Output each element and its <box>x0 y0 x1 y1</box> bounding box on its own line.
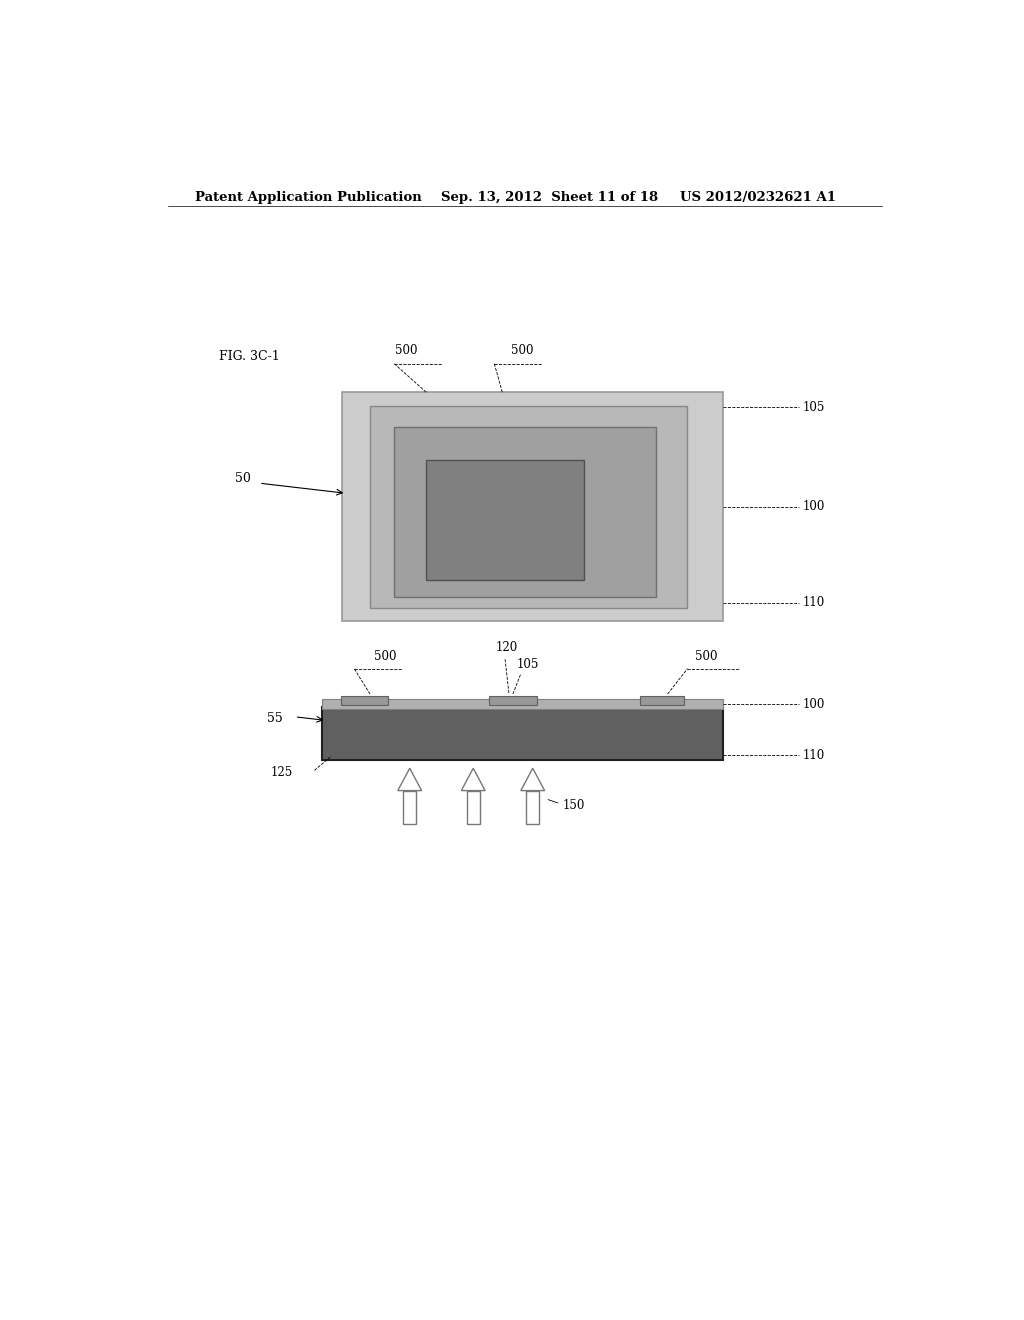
Bar <box>394 426 655 598</box>
Text: 55: 55 <box>267 711 283 725</box>
Bar <box>526 791 539 824</box>
Text: 100: 100 <box>803 500 825 513</box>
Text: 500: 500 <box>374 649 396 663</box>
Bar <box>323 700 723 709</box>
Bar <box>403 791 416 824</box>
Text: 150: 150 <box>563 800 586 812</box>
Bar <box>342 392 723 620</box>
Text: 105: 105 <box>517 657 540 671</box>
Text: 110: 110 <box>803 748 824 762</box>
Text: US 2012/0232621 A1: US 2012/0232621 A1 <box>680 190 836 203</box>
Text: 500: 500 <box>695 649 718 663</box>
Text: 105: 105 <box>803 401 825 414</box>
Polygon shape <box>397 768 422 791</box>
Text: Patent Application Publication: Patent Application Publication <box>196 190 422 203</box>
Text: 500: 500 <box>395 343 418 356</box>
Text: 125: 125 <box>270 766 293 779</box>
Text: Sep. 13, 2012  Sheet 11 of 18: Sep. 13, 2012 Sheet 11 of 18 <box>441 190 658 203</box>
Polygon shape <box>461 768 485 791</box>
Bar <box>426 461 585 581</box>
Bar <box>489 696 537 705</box>
Bar <box>467 791 479 824</box>
Text: 500: 500 <box>511 343 534 356</box>
Text: 100: 100 <box>803 698 825 710</box>
Text: 120: 120 <box>496 642 518 655</box>
Text: 50: 50 <box>236 471 251 484</box>
Text: 110: 110 <box>803 597 824 609</box>
Polygon shape <box>521 768 545 791</box>
Bar <box>323 708 723 760</box>
Bar <box>640 696 684 705</box>
Bar <box>341 696 388 705</box>
Text: FIG. 3C-1: FIG. 3C-1 <box>219 350 280 363</box>
Bar <box>370 407 687 607</box>
